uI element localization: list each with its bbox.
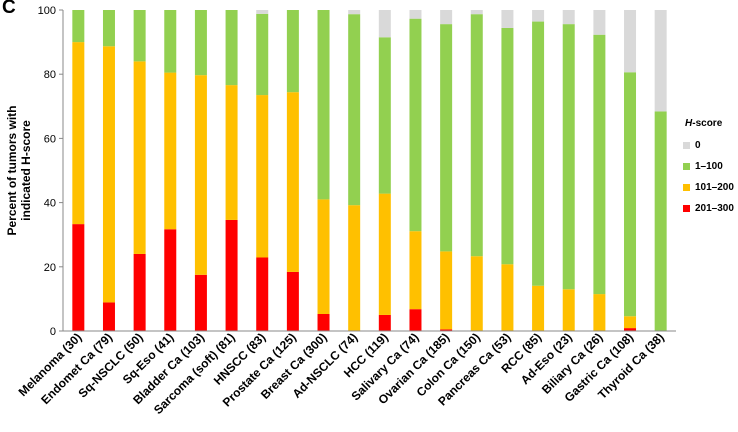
bar-segment: [102, 46, 115, 303]
bar-segment: [348, 14, 361, 206]
bar-segment: [286, 10, 299, 93]
bar-segment: [256, 257, 269, 331]
bar-segment: [286, 92, 299, 272]
legend-title: H-score: [683, 118, 734, 129]
legend-swatch: [683, 142, 690, 149]
y-axis-label-line: indicated H-score: [19, 120, 33, 221]
legend-label: 101–200: [695, 182, 734, 193]
bar-segment: [593, 34, 606, 295]
bar-segment: [194, 10, 207, 76]
bar-segment: [562, 10, 575, 25]
legend-item: 0: [683, 135, 734, 156]
bar-segment: [654, 10, 667, 112]
bar-segment: [440, 251, 453, 330]
bar-segment: [378, 37, 391, 194]
bar-segment: [470, 10, 483, 15]
bar-segment: [102, 10, 115, 47]
legend-label: 0: [695, 140, 701, 151]
bar-segment: [562, 24, 575, 290]
legend-item: 201–300: [683, 198, 734, 219]
bar-segment: [164, 72, 177, 230]
legend-swatch: [683, 184, 690, 191]
bar-segment: [286, 271, 299, 331]
bar-segment: [470, 14, 483, 257]
bar-segment: [440, 10, 453, 25]
bar-segment: [501, 10, 514, 28]
bar-segment: [317, 199, 330, 314]
bar-segment: [440, 24, 453, 252]
bar-segment: [409, 10, 422, 19]
bar-segment: [348, 10, 361, 15]
bar-segment: [409, 231, 422, 310]
bar-segment: [624, 316, 637, 329]
bar-segment: [317, 10, 330, 200]
bar-segment: [409, 309, 422, 331]
bar-segment: [624, 10, 637, 73]
bar-segment: [225, 10, 238, 86]
bar-segment: [470, 256, 483, 331]
legend-label: 1–100: [695, 161, 723, 172]
bar-segment: [72, 224, 85, 331]
bar-segment: [102, 302, 115, 331]
bar-segment: [562, 289, 575, 331]
bar-segment: [378, 193, 391, 315]
y-axis-label-line: Percent of tumors with: [5, 105, 19, 235]
bar-segment: [317, 313, 330, 331]
bar-segment: [654, 111, 667, 331]
bar-segment: [133, 10, 146, 62]
bar-segment: [593, 294, 606, 331]
bar-segment: [72, 10, 85, 43]
bar-segment: [225, 219, 238, 331]
y-tick-label: 40: [44, 198, 56, 210]
bar-segment: [378, 10, 391, 38]
bar-segment: [72, 42, 85, 225]
bar-segment: [164, 229, 177, 331]
legend: H-score 0 1–100 101–200 201–300: [683, 118, 734, 219]
bar-segment: [133, 253, 146, 331]
bar-segment: [256, 95, 269, 258]
bar-segment: [348, 205, 361, 331]
legend-items: 0 1–100 101–200 201–300: [683, 135, 734, 219]
bar-segment: [194, 274, 207, 331]
y-tick-label: 80: [44, 69, 56, 81]
bar-segment: [501, 27, 514, 265]
bar-segment: [256, 10, 269, 14]
bar-segment: [593, 10, 606, 35]
legend-swatch: [683, 163, 690, 170]
legend-swatch: [683, 205, 690, 212]
legend-item: 101–200: [683, 177, 734, 198]
legend-title-italic: H: [685, 118, 693, 129]
y-tick-label: 100: [38, 5, 56, 17]
y-tick-label: 60: [44, 133, 56, 145]
panel-label: C: [2, 0, 16, 18]
y-tick-label: 20: [44, 262, 56, 274]
bar-segment: [440, 329, 453, 331]
bar-segment: [225, 85, 238, 220]
legend-label: 201–300: [695, 203, 734, 214]
y-tick-label: 0: [50, 326, 56, 338]
bar-segment: [378, 314, 391, 331]
bar-segment: [532, 21, 545, 286]
bar-segment: [256, 13, 269, 96]
bar-segment: [409, 18, 422, 232]
bar-segment: [532, 285, 545, 331]
bar-segment: [624, 72, 637, 317]
bar-segment: [133, 61, 146, 254]
bar-segment: [164, 10, 177, 73]
bar-segment: [194, 75, 207, 275]
bar-segment: [532, 10, 545, 22]
legend-item: 1–100: [683, 156, 734, 177]
legend-title-suffix: -score: [692, 118, 723, 129]
bar-segment: [501, 264, 514, 331]
bar-segment: [624, 328, 637, 331]
